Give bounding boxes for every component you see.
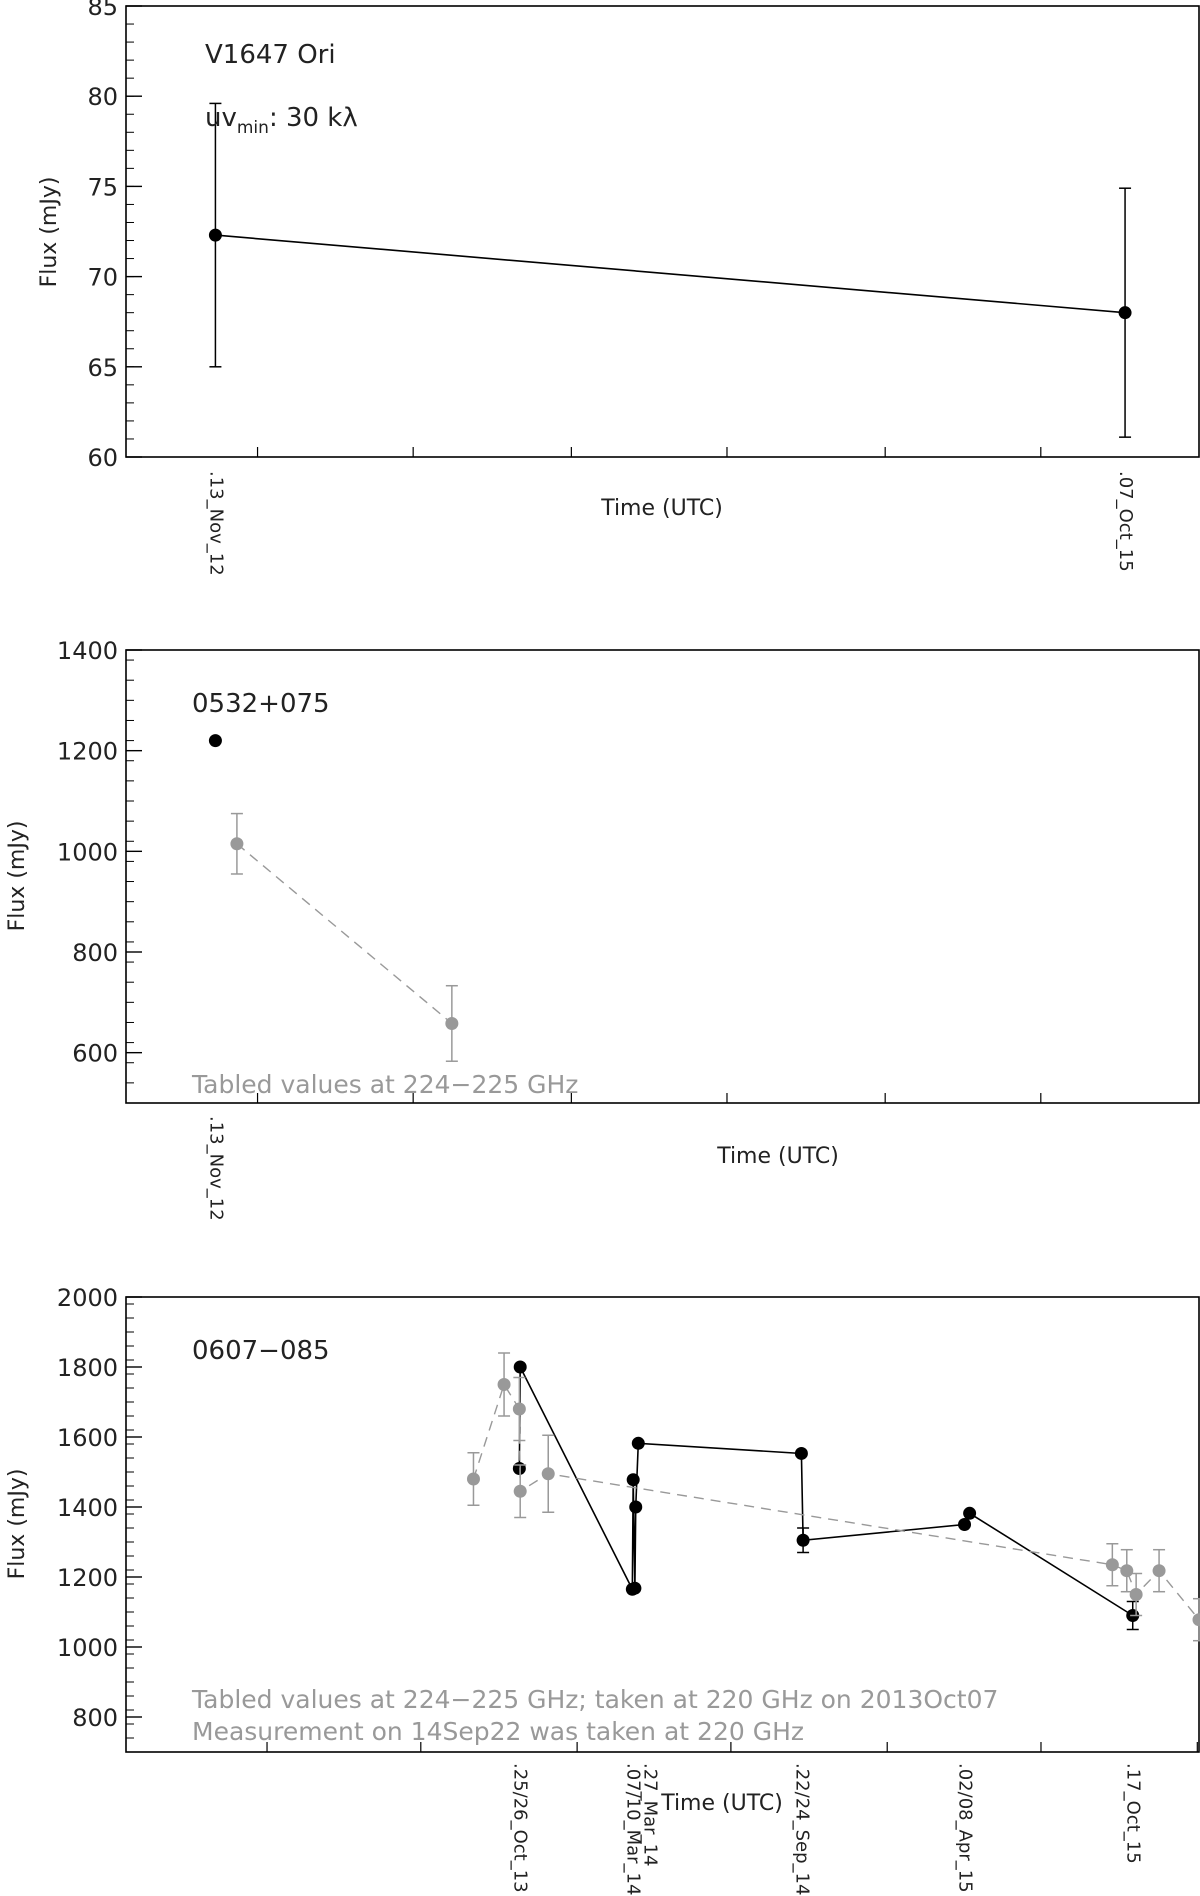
- panel-title: 0607−085: [192, 1336, 330, 1366]
- data-point-measured: [631, 1436, 645, 1450]
- y-axis-title: Flux (mJy): [5, 821, 30, 932]
- data-point-tabled: [466, 1472, 480, 1486]
- data-point-measured: [963, 1506, 977, 1520]
- date-label: .07_Oct_15: [1115, 471, 1136, 572]
- panel-title: 0532+075: [192, 689, 330, 719]
- data-point-measured: [629, 1500, 643, 1514]
- data-point-tabled: [512, 1402, 526, 1416]
- annotation-base: uv: [205, 103, 237, 133]
- annotation-rest: : 30 kλ: [269, 103, 358, 133]
- data-point-measured: [1118, 306, 1132, 320]
- date-label: .07/10_Mar_14: [622, 1763, 643, 1895]
- annotation-subscript: min: [237, 118, 269, 138]
- axes: 800 1000 1200 1400 1600 1800 2000 .25/26_Oct_13…: [57, 1284, 1198, 1895]
- y-tick-label: 800: [72, 939, 118, 967]
- y-tick-label: 85: [87, 0, 118, 21]
- data-point-tabled: [513, 1484, 527, 1498]
- data-point-measured: [628, 1581, 642, 1595]
- data-point-measured: [208, 228, 222, 242]
- data-point-tabled: [1129, 1588, 1143, 1601]
- data-point-measured: [513, 1360, 527, 1374]
- x-axis-title: Time (UTC): [660, 1791, 783, 1816]
- plot-frame: [125, 5, 1200, 458]
- date-label: .02/08_Apr_15: [955, 1763, 976, 1893]
- data-point-tabled: [1120, 1564, 1134, 1578]
- x-axis-title: Time (UTC): [716, 1144, 839, 1169]
- panel-0607-085: 800 1000 1200 1400 1600 1800 2000 .25/26_Oct_13…: [5, 1284, 1200, 1895]
- y-tick-label: 800: [72, 1704, 118, 1732]
- axes: 60 65 70 75 80 85 .13_Nov_12 .07_Oct_15: [87, 0, 1136, 576]
- data-point-measured: [796, 1533, 810, 1547]
- y-tick-label: 1600: [57, 1424, 118, 1452]
- data-point-measured: [794, 1446, 808, 1460]
- axes: 600 800 1000 1200 1400 .13_Nov_12: [57, 637, 1042, 1221]
- panel-title: V1647 Ori: [205, 40, 336, 70]
- uv-min-annotation: uvmin: 30 kλ: [205, 103, 358, 138]
- y-tick-label: 1400: [57, 637, 118, 665]
- date-label: .22/24_Sep_14: [791, 1763, 812, 1895]
- y-tick-label: 60: [87, 444, 118, 472]
- y-tick-label: 1200: [57, 738, 118, 766]
- data-point-tabled: [1152, 1564, 1166, 1578]
- note-line-1: Tabled values at 224−225 GHz: [191, 1070, 578, 1099]
- panel-0532-075: 600 800 1000 1200 1400 .13_Nov_12 0532+075 Ta…: [5, 637, 1200, 1221]
- y-tick-label: 65: [87, 354, 118, 382]
- series-layer: [208, 734, 459, 1062]
- plot-frame: [125, 1296, 1200, 1753]
- data-point-measured: [208, 734, 222, 748]
- data-point-tabled: [445, 1016, 459, 1030]
- series-line-measured: [518, 1366, 1134, 1617]
- x-axis-title: Time (UTC): [600, 496, 723, 521]
- date-label: .13_Nov_12: [205, 471, 226, 576]
- data-point-tabled: [497, 1378, 511, 1391]
- y-tick-label: 1800: [57, 1354, 118, 1382]
- y-tick-label: 1000: [57, 838, 118, 866]
- date-label: .17_Oct_15: [1123, 1763, 1144, 1864]
- y-tick-label: 80: [87, 83, 118, 111]
- series-line-tabled: [236, 843, 453, 1025]
- data-point-tabled: [1192, 1613, 1200, 1627]
- y-tick-label: 1400: [57, 1494, 118, 1522]
- data-point-tabled: [230, 837, 244, 851]
- data-point-measured: [626, 1473, 640, 1487]
- date-label: .13_Nov_12: [205, 1116, 226, 1221]
- y-tick-label: 2000: [57, 1284, 118, 1312]
- y-tick-label: 70: [87, 264, 118, 292]
- data-point-tabled: [541, 1467, 555, 1481]
- y-tick-label: 1000: [57, 1634, 118, 1662]
- note-line-2: Measurement on 14Sep22 was taken at 220 …: [192, 1717, 804, 1746]
- series-layer: [208, 102, 1132, 438]
- y-tick-label: 600: [72, 1040, 118, 1068]
- plot-frame: [125, 649, 1200, 1104]
- y-axis-title: Flux (mJy): [5, 1469, 30, 1580]
- y-tick-label: 75: [87, 173, 118, 201]
- series-layer: [466, 1352, 1200, 1642]
- date-label: .25/26_Oct_13: [509, 1763, 530, 1893]
- y-tick-label: 1200: [57, 1564, 118, 1592]
- y-axis-title: Flux (mJy): [37, 177, 62, 288]
- data-point-measured: [958, 1518, 972, 1531]
- note-line-1: Tabled values at 224−225 GHz; taken at 2…: [191, 1685, 998, 1714]
- data-point-tabled: [1105, 1558, 1119, 1572]
- series-line-tabled: [472, 1382, 1200, 1621]
- panel-v1647-ori: 60 65 70 75 80 85 .13_Nov_12 .07_Oct_15 V1647 O…: [37, 0, 1200, 576]
- series-line-measured: [215, 234, 1126, 314]
- date-label: .27_Mar_14: [639, 1763, 660, 1867]
